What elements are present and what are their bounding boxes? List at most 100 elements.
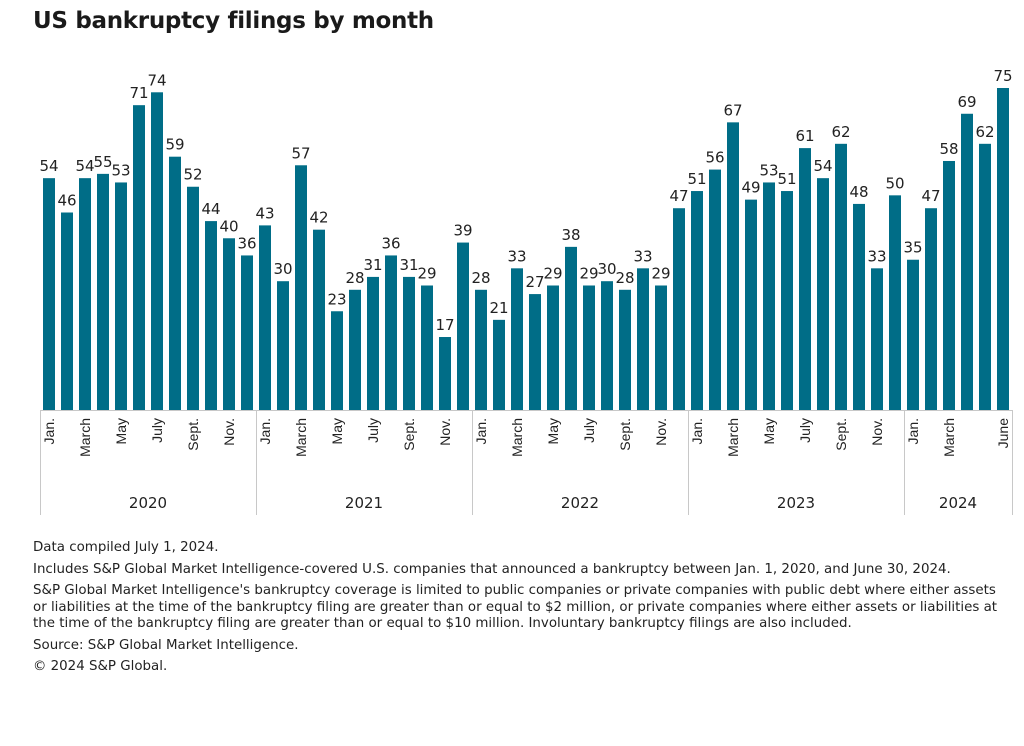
bar	[169, 156, 181, 410]
data-label: 50	[885, 174, 904, 192]
data-label: 47	[921, 187, 940, 205]
bar	[295, 165, 307, 410]
data-label: 17	[435, 316, 454, 334]
data-label: 62	[831, 123, 850, 141]
month-tick-label: Sept.	[401, 418, 417, 451]
bar	[61, 212, 73, 410]
month-tick-label: Nov.	[869, 418, 885, 446]
data-label: 69	[957, 93, 976, 111]
month-tick-label: July	[365, 418, 381, 443]
data-label: 62	[975, 123, 994, 141]
month-tick-label: May	[113, 418, 129, 444]
bar	[331, 311, 343, 410]
year-label: 2020	[129, 494, 167, 512]
footnote-coverage: S&P Global Market Intelligence's bankrup…	[33, 583, 998, 631]
bar	[745, 199, 757, 410]
bar	[637, 268, 649, 410]
month-tick-label: Sept.	[617, 418, 633, 451]
data-label: 31	[363, 256, 382, 274]
bar	[511, 268, 523, 410]
bar	[979, 143, 991, 410]
data-label: 42	[309, 209, 328, 227]
bar	[565, 246, 577, 410]
data-label: 31	[399, 256, 418, 274]
data-label: 30	[597, 260, 616, 278]
data-label: 59	[165, 136, 184, 154]
month-tick-label: Jan.	[257, 418, 273, 444]
bar	[187, 186, 199, 410]
bar	[133, 105, 145, 410]
bar	[601, 281, 613, 410]
data-label: 53	[759, 161, 778, 179]
data-label: 36	[237, 234, 256, 252]
month-tick-label: May	[545, 418, 561, 444]
bar	[799, 148, 811, 410]
data-label: 29	[651, 264, 670, 282]
bar	[709, 169, 721, 410]
data-label: 36	[381, 234, 400, 252]
data-label: 57	[291, 144, 310, 162]
bar	[961, 113, 973, 410]
data-label: 44	[201, 200, 220, 218]
bar	[79, 178, 91, 410]
bar	[889, 195, 901, 410]
data-label: 38	[561, 226, 580, 244]
bar	[997, 88, 1009, 410]
footnote-copyright: © 2024 S&P Global.	[33, 659, 168, 674]
month-tick-label: March	[293, 418, 309, 457]
bar	[781, 191, 793, 410]
month-tick-label: Jan.	[689, 418, 705, 444]
data-label: 54	[813, 157, 832, 175]
year-label: 2022	[561, 494, 599, 512]
data-label: 51	[687, 170, 706, 188]
year-label: 2021	[345, 494, 383, 512]
bar	[817, 178, 829, 410]
data-label: 71	[129, 84, 148, 102]
bar	[475, 289, 487, 410]
bar	[547, 285, 559, 410]
month-tick-label: Nov.	[437, 418, 453, 446]
month-tick-label: May	[761, 418, 777, 444]
month-tick-label: July	[797, 418, 813, 443]
month-tick-label: Sept.	[185, 418, 201, 451]
month-tick-label: Jan.	[905, 418, 921, 444]
month-tick-label: May	[329, 418, 345, 444]
month-tick-label: Jan.	[41, 418, 57, 444]
bar	[763, 182, 775, 410]
data-label: 29	[543, 264, 562, 282]
year-label: 2023	[777, 494, 815, 512]
data-label: 74	[147, 71, 166, 89]
bar	[115, 182, 127, 410]
bar	[457, 242, 469, 410]
bar	[907, 259, 919, 410]
bar	[925, 208, 937, 410]
month-tick-label: March	[509, 418, 525, 457]
bar	[223, 238, 235, 410]
data-label: 51	[777, 170, 796, 188]
bar	[277, 281, 289, 410]
data-label: 67	[723, 101, 742, 119]
bar	[529, 294, 541, 410]
data-label: 30	[273, 260, 292, 278]
data-label: 33	[867, 247, 886, 265]
bar	[727, 122, 739, 410]
data-label: 55	[93, 153, 112, 171]
data-label: 28	[615, 269, 634, 287]
data-label: 56	[705, 149, 724, 167]
bar	[43, 178, 55, 410]
month-tick-label: Nov.	[653, 418, 669, 446]
chart-title: US bankruptcy filings by month	[33, 8, 434, 34]
data-label: 35	[903, 239, 922, 257]
data-label: 28	[471, 269, 490, 287]
month-tick-label: March	[941, 418, 957, 457]
data-label: 29	[417, 264, 436, 282]
month-tick-label: March	[77, 418, 93, 457]
bar	[943, 160, 955, 410]
data-label: 75	[993, 67, 1012, 85]
bar	[655, 285, 667, 410]
data-label: 46	[57, 192, 76, 210]
month-tick-label: Nov.	[221, 418, 237, 446]
data-label: 21	[489, 299, 508, 317]
bar	[313, 229, 325, 410]
data-label: 58	[939, 140, 958, 158]
